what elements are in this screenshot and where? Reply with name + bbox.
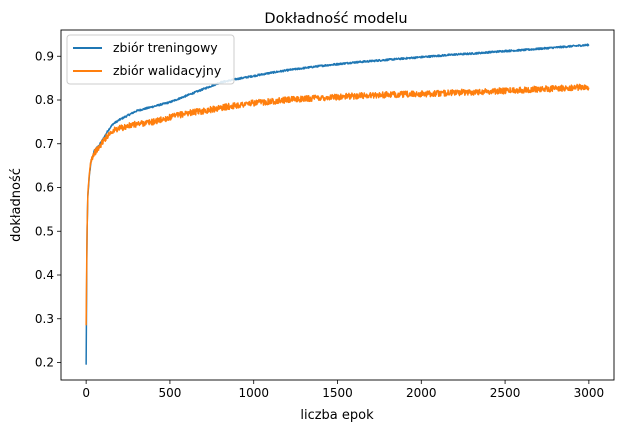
- legend-label-training: zbiór treningowy: [113, 40, 218, 55]
- x-tick-label: 1500: [322, 386, 353, 400]
- x-tick-label: 500: [158, 386, 181, 400]
- y-tick-label: 0.9: [35, 49, 54, 63]
- y-tick-label: 0.5: [35, 224, 54, 238]
- y-axis: 0.2 0.3 0.4 0.5 0.6 0.7 0.8 0.9: [35, 49, 61, 370]
- x-tick-label: 3000: [574, 386, 605, 400]
- y-tick-label: 0.8: [35, 93, 54, 107]
- x-axis: 0 500 1000 1500 2000 2500 3000: [82, 380, 604, 400]
- series-line-0: [85, 43, 590, 365]
- y-tick-label: 0.6: [35, 181, 54, 195]
- series-layer: [85, 43, 590, 365]
- x-axis-label: liczba epok: [300, 408, 374, 423]
- y-tick-label: 0.2: [35, 356, 54, 370]
- x-tick-label: 1000: [238, 386, 269, 400]
- legend: zbiór treningowy zbiór walidacyjny: [66, 34, 235, 85]
- legend-box: [66, 34, 235, 85]
- legend-label-validation: zbiór walidacyjny: [113, 63, 222, 78]
- y-tick-label: 0.3: [35, 312, 54, 326]
- series-line-1: [85, 83, 590, 326]
- y-axis-label: dokładność: [9, 168, 24, 242]
- x-tick-label: 2000: [406, 386, 437, 400]
- y-tick-label: 0.7: [35, 137, 54, 151]
- x-tick-label: 0: [82, 386, 90, 400]
- x-tick-label: 2500: [490, 386, 521, 400]
- chart-title: Dokładność modelu: [264, 11, 407, 27]
- y-tick-label: 0.4: [35, 268, 54, 282]
